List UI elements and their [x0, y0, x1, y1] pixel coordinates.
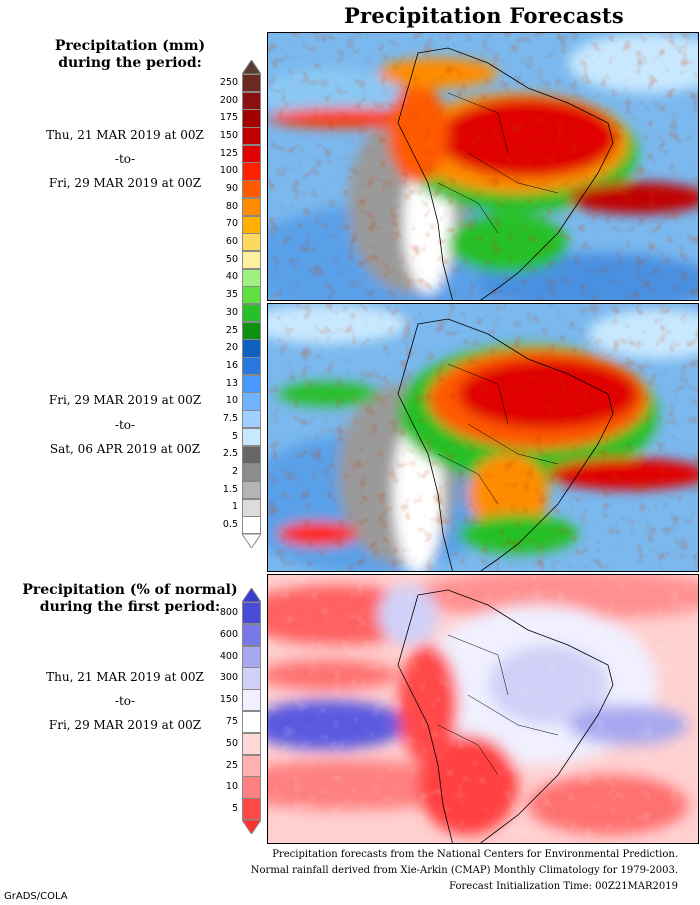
- colorbar-label: 50: [225, 737, 238, 749]
- colorbar-swatch: [242, 645, 261, 668]
- precipitation-map-period2: [267, 303, 699, 572]
- colorbar-top-arrow: [242, 588, 261, 602]
- colorbar-swatch: [242, 602, 261, 625]
- colorbar-swatch: [242, 516, 261, 535]
- period1-separator: -to-: [114, 152, 136, 166]
- colorbar-top-arrow: [242, 60, 261, 74]
- colorbar-swatch: [242, 250, 261, 270]
- colorbar-bottom-arrow: [242, 820, 261, 834]
- colorbar-label: 0.5: [222, 519, 238, 531]
- percent-colorbar: [242, 588, 261, 834]
- colorbar-swatch: [242, 109, 261, 128]
- page-title: Precipitation Forecasts: [343, 3, 625, 28]
- colorbar-swatch: [242, 445, 261, 464]
- credit: GrADS/COLA: [4, 891, 68, 902]
- colorbar-swatch: [242, 498, 261, 517]
- colorbar-label: 600: [219, 628, 238, 640]
- panel3-header: Precipitation (% of normal) during the f…: [22, 582, 238, 615]
- period2-start: Fri, 29 MAR 2019 at 00Z: [48, 393, 202, 407]
- colorbar-swatch: [242, 357, 261, 376]
- colorbar-label: 125: [219, 147, 238, 159]
- colorbar-swatch: [242, 798, 261, 821]
- colorbar-label: 1.5: [222, 483, 238, 495]
- colorbar-swatch: [242, 427, 261, 447]
- colorbar-swatch: [242, 215, 261, 234]
- colorbar-label: 50: [225, 253, 238, 265]
- footer-line3: Forecast Initialization Time: 00Z21MAR20…: [449, 881, 678, 892]
- period1-start: Thu, 21 MAR 2019 at 00Z: [46, 128, 204, 142]
- colorbar-label: 35: [225, 289, 238, 301]
- period1-end: Fri, 29 MAR 2019 at 00Z: [48, 176, 202, 190]
- footer-line2: Normal rainfall derived from Xie-Arkin (…: [250, 865, 678, 876]
- colorbar-label: 2: [231, 466, 238, 478]
- colorbar-swatch: [242, 197, 261, 217]
- colorbar-label: 2.5: [222, 448, 238, 460]
- colorbar-swatch: [242, 463, 261, 482]
- colorbar-label: 100: [219, 165, 238, 177]
- colorbar-swatch: [242, 480, 261, 500]
- colorbar-label: 80: [225, 200, 238, 212]
- colorbar-label: 25: [225, 759, 238, 771]
- colorbar-label: 7.5: [222, 413, 238, 424]
- colorbar-label: 250: [219, 76, 238, 88]
- colorbar-swatch: [242, 667, 261, 690]
- panel1-header: Precipitation (mm) during the period:: [54, 38, 206, 71]
- period2-separator: -to-: [114, 418, 136, 432]
- colorbar-label: 10: [225, 395, 238, 407]
- colorbar-label: 40: [225, 271, 238, 283]
- colorbar-label: 20: [225, 342, 238, 354]
- period3-start: Thu, 21 MAR 2019 at 00Z: [46, 670, 204, 684]
- colorbar-swatch: [242, 162, 261, 181]
- colorbar-swatch: [242, 689, 261, 712]
- colorbar-label: 1: [231, 501, 238, 513]
- colorbar-label: 800: [219, 606, 238, 618]
- colorbar-label: 150: [219, 694, 238, 706]
- colorbar-label: 5: [231, 430, 238, 442]
- colorbar-swatch: [242, 711, 261, 734]
- colorbar-label: 5: [231, 803, 238, 815]
- colorbar-swatch: [242, 268, 261, 287]
- colorbar-swatch: [242, 410, 261, 429]
- colorbar-swatch: [242, 304, 261, 323]
- footer-line1: Precipitation forecasts from the Nationa…: [272, 849, 678, 860]
- colorbar-swatch: [242, 732, 261, 756]
- colorbar-label: 60: [225, 236, 238, 248]
- colorbar-label: 25: [225, 324, 238, 336]
- colorbar-label: 16: [225, 359, 238, 371]
- colorbar-swatch: [242, 374, 261, 393]
- colorbar-label: 300: [219, 672, 238, 684]
- colorbar-swatch: [242, 392, 261, 411]
- colorbar-swatch: [242, 321, 261, 340]
- precipitation-map-period1: [267, 32, 699, 301]
- colorbar-label: 30: [225, 306, 238, 318]
- colorbar-swatch: [242, 74, 261, 93]
- period3-end: Fri, 29 MAR 2019 at 00Z: [48, 718, 202, 732]
- colorbar-label: 200: [219, 94, 238, 106]
- precipitation-colorbar: [242, 60, 261, 548]
- colorbar-label: 90: [225, 183, 238, 194]
- colorbar-label: 400: [219, 650, 238, 662]
- period3-separator: -to-: [114, 694, 136, 708]
- colorbar-swatch: [242, 144, 261, 163]
- colorbar-swatch: [242, 233, 261, 252]
- colorbar-swatch: [242, 286, 261, 305]
- colorbar-swatch: [242, 91, 261, 110]
- colorbar-swatch: [242, 776, 261, 799]
- colorbar-swatch: [242, 754, 261, 777]
- colorbar-label: 150: [219, 129, 238, 141]
- colorbar-swatch: [242, 623, 261, 647]
- colorbar-bottom-arrow: [242, 534, 261, 548]
- colorbar-label: 10: [225, 781, 238, 793]
- colorbar-label: 75: [225, 715, 238, 727]
- colorbar-swatch: [242, 127, 261, 146]
- percent-of-normal-map: [267, 574, 699, 844]
- colorbar-label: 13: [225, 377, 238, 389]
- colorbar-label: 175: [219, 112, 238, 124]
- colorbar-swatch: [242, 339, 261, 358]
- colorbar-label: 70: [225, 218, 238, 230]
- period2-end: Sat, 06 APR 2019 at 00Z: [49, 442, 201, 456]
- colorbar-swatch: [242, 180, 261, 199]
